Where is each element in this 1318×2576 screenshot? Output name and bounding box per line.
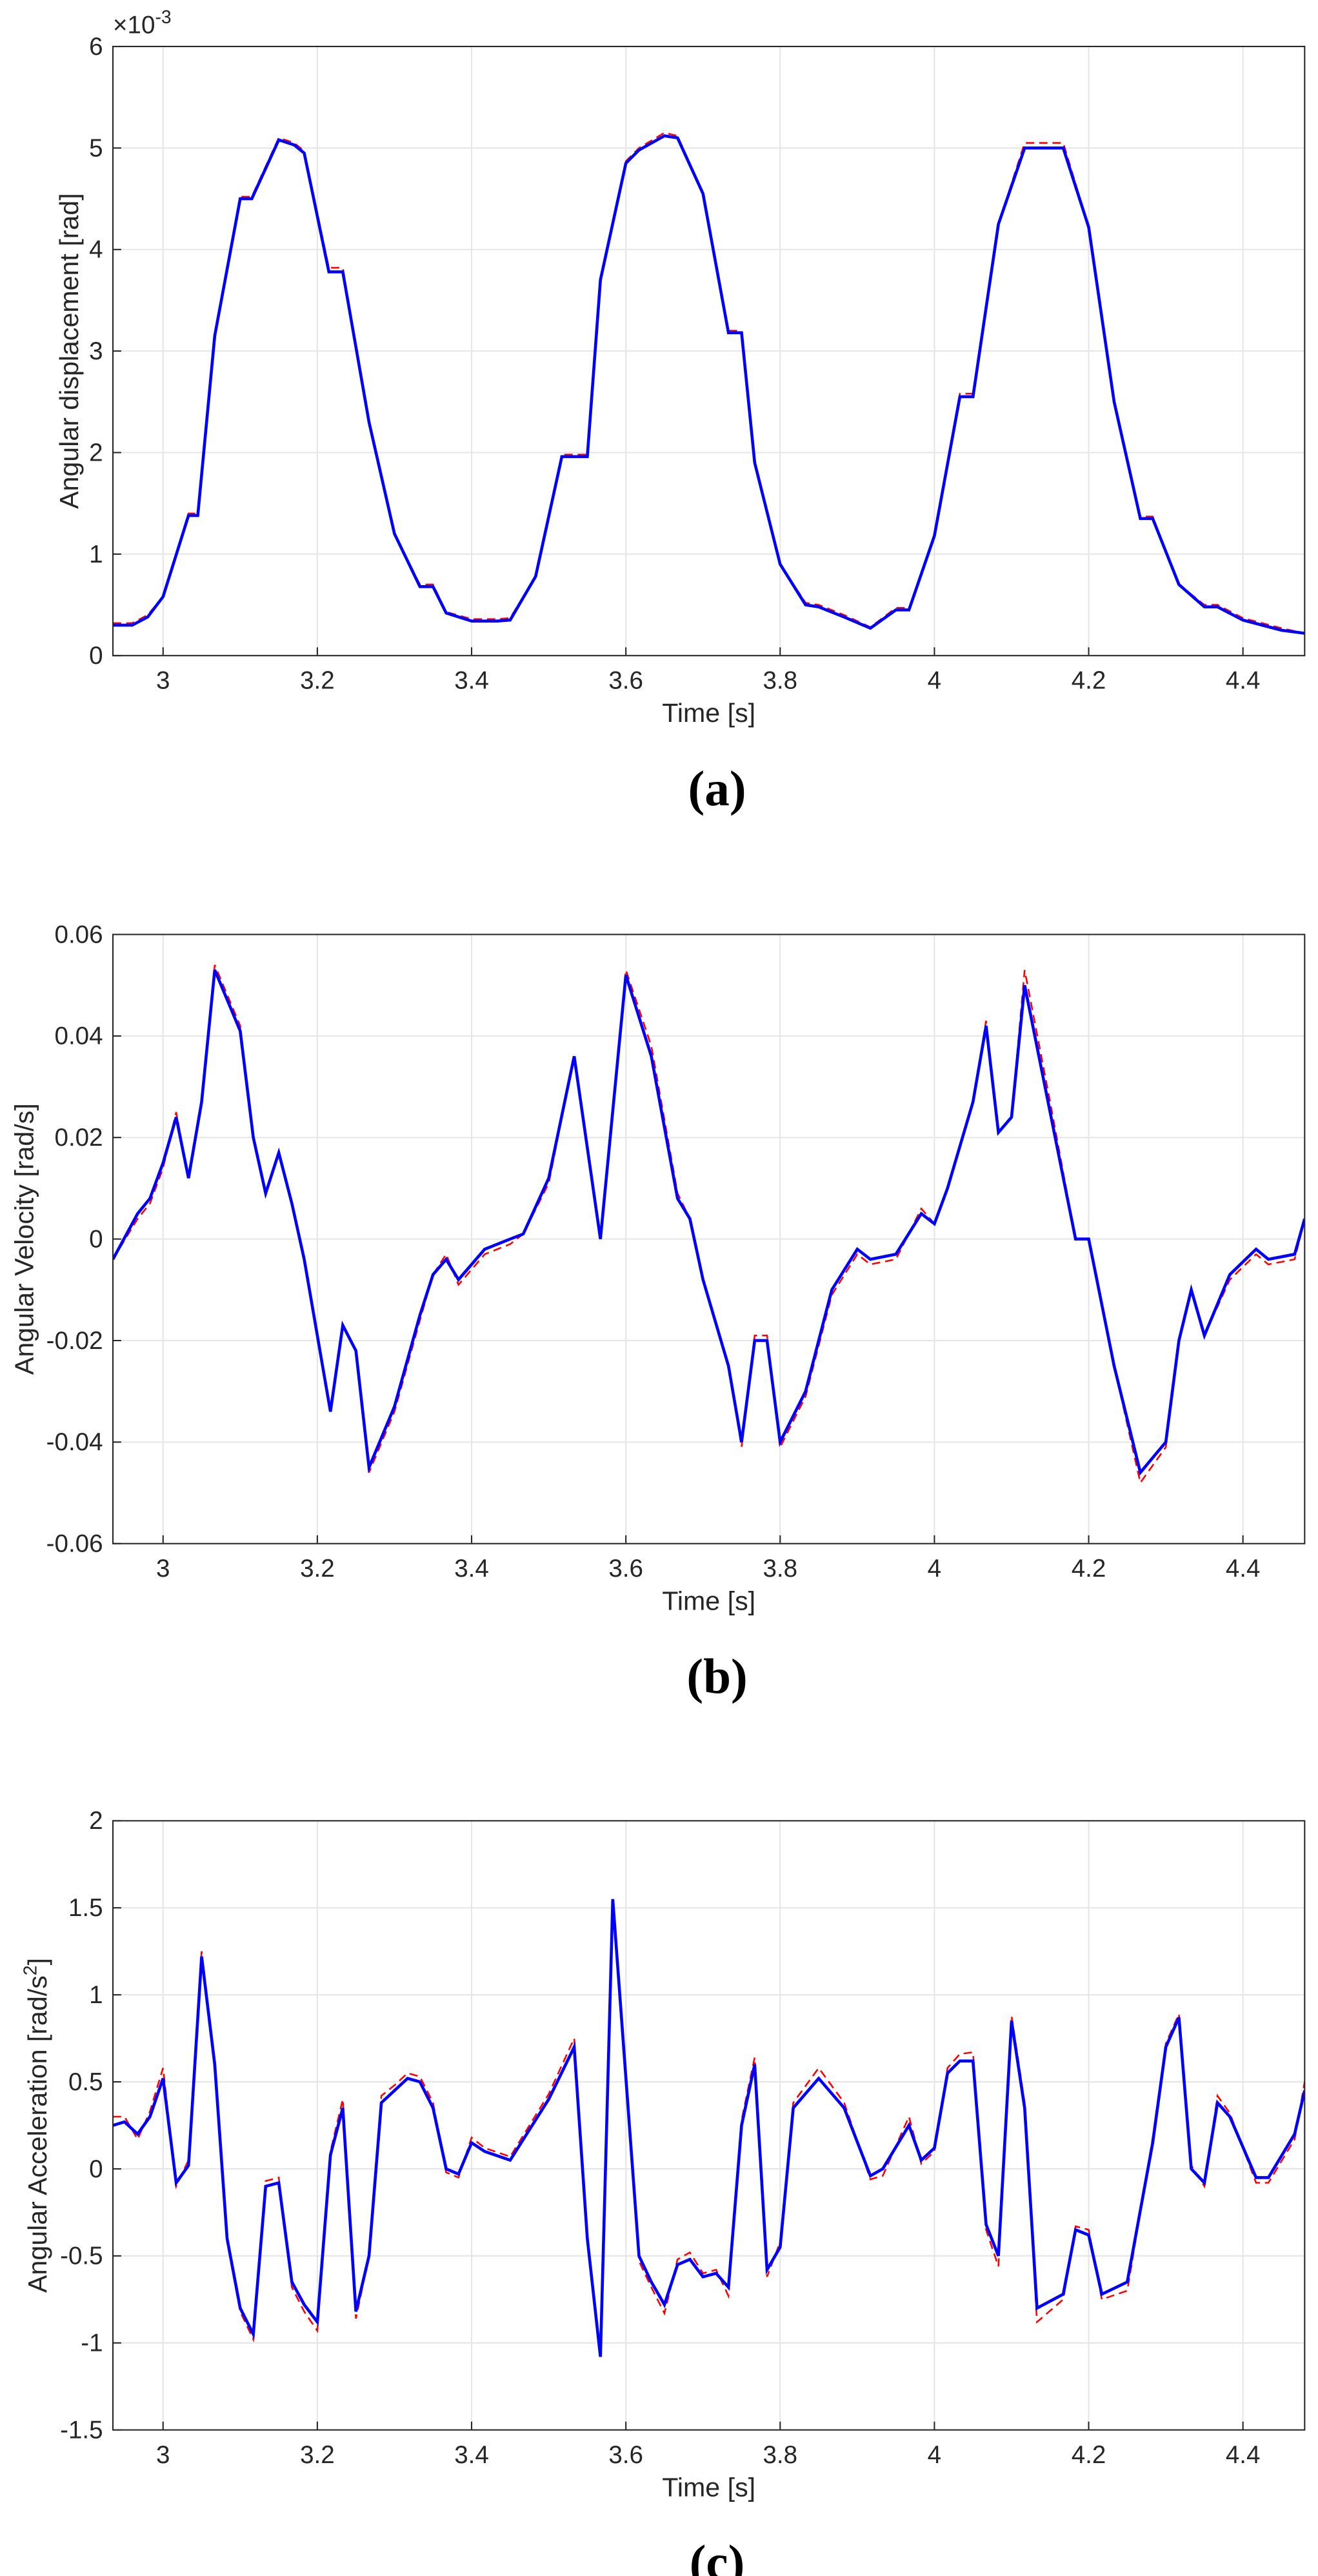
- x-tick-label: 4: [928, 1555, 941, 1583]
- y-tick-label: 4: [89, 236, 103, 264]
- y-tick-label: 1: [89, 541, 103, 568]
- x-tick-label: 3.4: [454, 1555, 489, 1583]
- x-axis-label: Time [s]: [662, 698, 755, 728]
- y-tick-label: 1.5: [68, 1894, 103, 1922]
- y-tick-label: 0: [89, 2155, 103, 2183]
- data-line: [113, 964, 1305, 1485]
- data-line: [113, 132, 1305, 634]
- subplot: 3 3.2 3.4 3.6 3.8 4 4.2 4.4 -1.5 -1 -0.5 0 0.5 1 1.5 2 T…: [20, 1807, 1306, 2576]
- y-tick-label: 0.5: [68, 2068, 103, 2096]
- x-tick-label: 3.4: [454, 2441, 489, 2469]
- y-axis-label: Angular displacement [rad]: [54, 193, 84, 509]
- y-axis-label-text: Angular Velocity [rad/s]: [10, 1103, 39, 1375]
- y-axis-label-suffix: ]: [23, 1958, 52, 1965]
- y-tick-label: 0.06: [55, 921, 103, 948]
- x-axis-label: Time [s]: [662, 1586, 755, 1616]
- y-axis-label-text: Angular displacement [rad]: [54, 193, 84, 509]
- y-tick-label: -0.02: [46, 1327, 103, 1355]
- x-tick-label: 4: [928, 667, 941, 695]
- x-tick-label: 4.2: [1072, 2441, 1106, 2469]
- x-tick-label: 4.2: [1072, 667, 1106, 695]
- subplot: 3 3.2 3.4 3.6 3.8 4 4.2 4.4 0 1 2 3 4 5 6 Time [s] Angul…: [54, 6, 1306, 816]
- y-tick-label: -0.5: [60, 2242, 103, 2270]
- subplot: 3 3.2 3.4 3.6 3.8 4 4.2 4.4 -0.06 -0.04 -0.02 0 0.02…: [10, 921, 1306, 1704]
- exponent-power: -3: [155, 6, 171, 27]
- data-line: [113, 1899, 1305, 2357]
- y-tick-label: 2: [89, 1807, 103, 1835]
- data-line: [113, 969, 1305, 1476]
- axes-box: [112, 1820, 1306, 2431]
- y-tick-label: 0: [89, 1225, 103, 1253]
- x-tick-label: 3: [156, 667, 170, 695]
- x-tick-label: 3.2: [300, 667, 335, 695]
- y-tick-label: 0: [89, 642, 103, 670]
- caption: (a): [688, 761, 746, 816]
- x-tick-label: 3.2: [300, 2441, 335, 2469]
- y-tick-label: 1: [89, 1981, 103, 2009]
- x-tick-label: 3.8: [763, 667, 797, 695]
- caption: (b): [686, 1648, 747, 1704]
- y-tick-label: 2: [89, 439, 103, 466]
- x-tick-label: 4.2: [1072, 1555, 1106, 1583]
- x-tick-label: 4.4: [1226, 667, 1261, 695]
- y-exponent: ×10-3: [113, 6, 172, 39]
- x-axis-label: Time [s]: [662, 2473, 755, 2502]
- x-tick-label: 4.4: [1226, 1555, 1261, 1583]
- y-tick-label: 3: [89, 337, 103, 365]
- x-tick-label: 3.6: [608, 2441, 643, 2469]
- y-tick-label: 0.04: [55, 1023, 103, 1050]
- y-axis-label-text: Angular Acceleration [rad/s: [23, 1975, 52, 2293]
- y-tick-label: 0.02: [55, 1124, 103, 1152]
- x-tick-label: 3.6: [608, 1555, 643, 1583]
- x-tick-label: 3.8: [763, 2441, 797, 2469]
- y-tick-label: -1.5: [60, 2416, 103, 2444]
- y-tick-label: -1: [81, 2330, 103, 2357]
- x-tick-label: 3.4: [454, 667, 489, 695]
- x-tick-label: 3.8: [763, 1555, 797, 1583]
- y-tick-label: -0.04: [46, 1428, 103, 1456]
- axes-box: [112, 934, 1306, 1544]
- x-tick-label: 3: [156, 2441, 170, 2469]
- y-tick-label: -0.06: [46, 1530, 103, 1558]
- caption: (c): [690, 2535, 745, 2576]
- x-tick-label: 3.2: [300, 1555, 335, 1583]
- y-tick-label: 6: [89, 33, 103, 61]
- y-tick-label: 5: [89, 134, 103, 162]
- x-tick-label: 4.4: [1226, 2441, 1261, 2469]
- y-axis-label: Angular Velocity [rad/s]: [10, 1103, 39, 1375]
- data-line: [113, 1899, 1305, 2357]
- axes-box: [112, 46, 1306, 657]
- x-tick-label: 4: [928, 2441, 941, 2469]
- y-axis-label: Angular Acceleration [rad/s2]: [20, 1958, 52, 2293]
- y-axis-label-superscript: 2: [20, 1965, 41, 1975]
- data-line: [113, 134, 1305, 635]
- exponent-base: ×10: [113, 11, 155, 39]
- x-tick-label: 3.6: [608, 667, 643, 695]
- x-tick-label: 3: [156, 1555, 170, 1583]
